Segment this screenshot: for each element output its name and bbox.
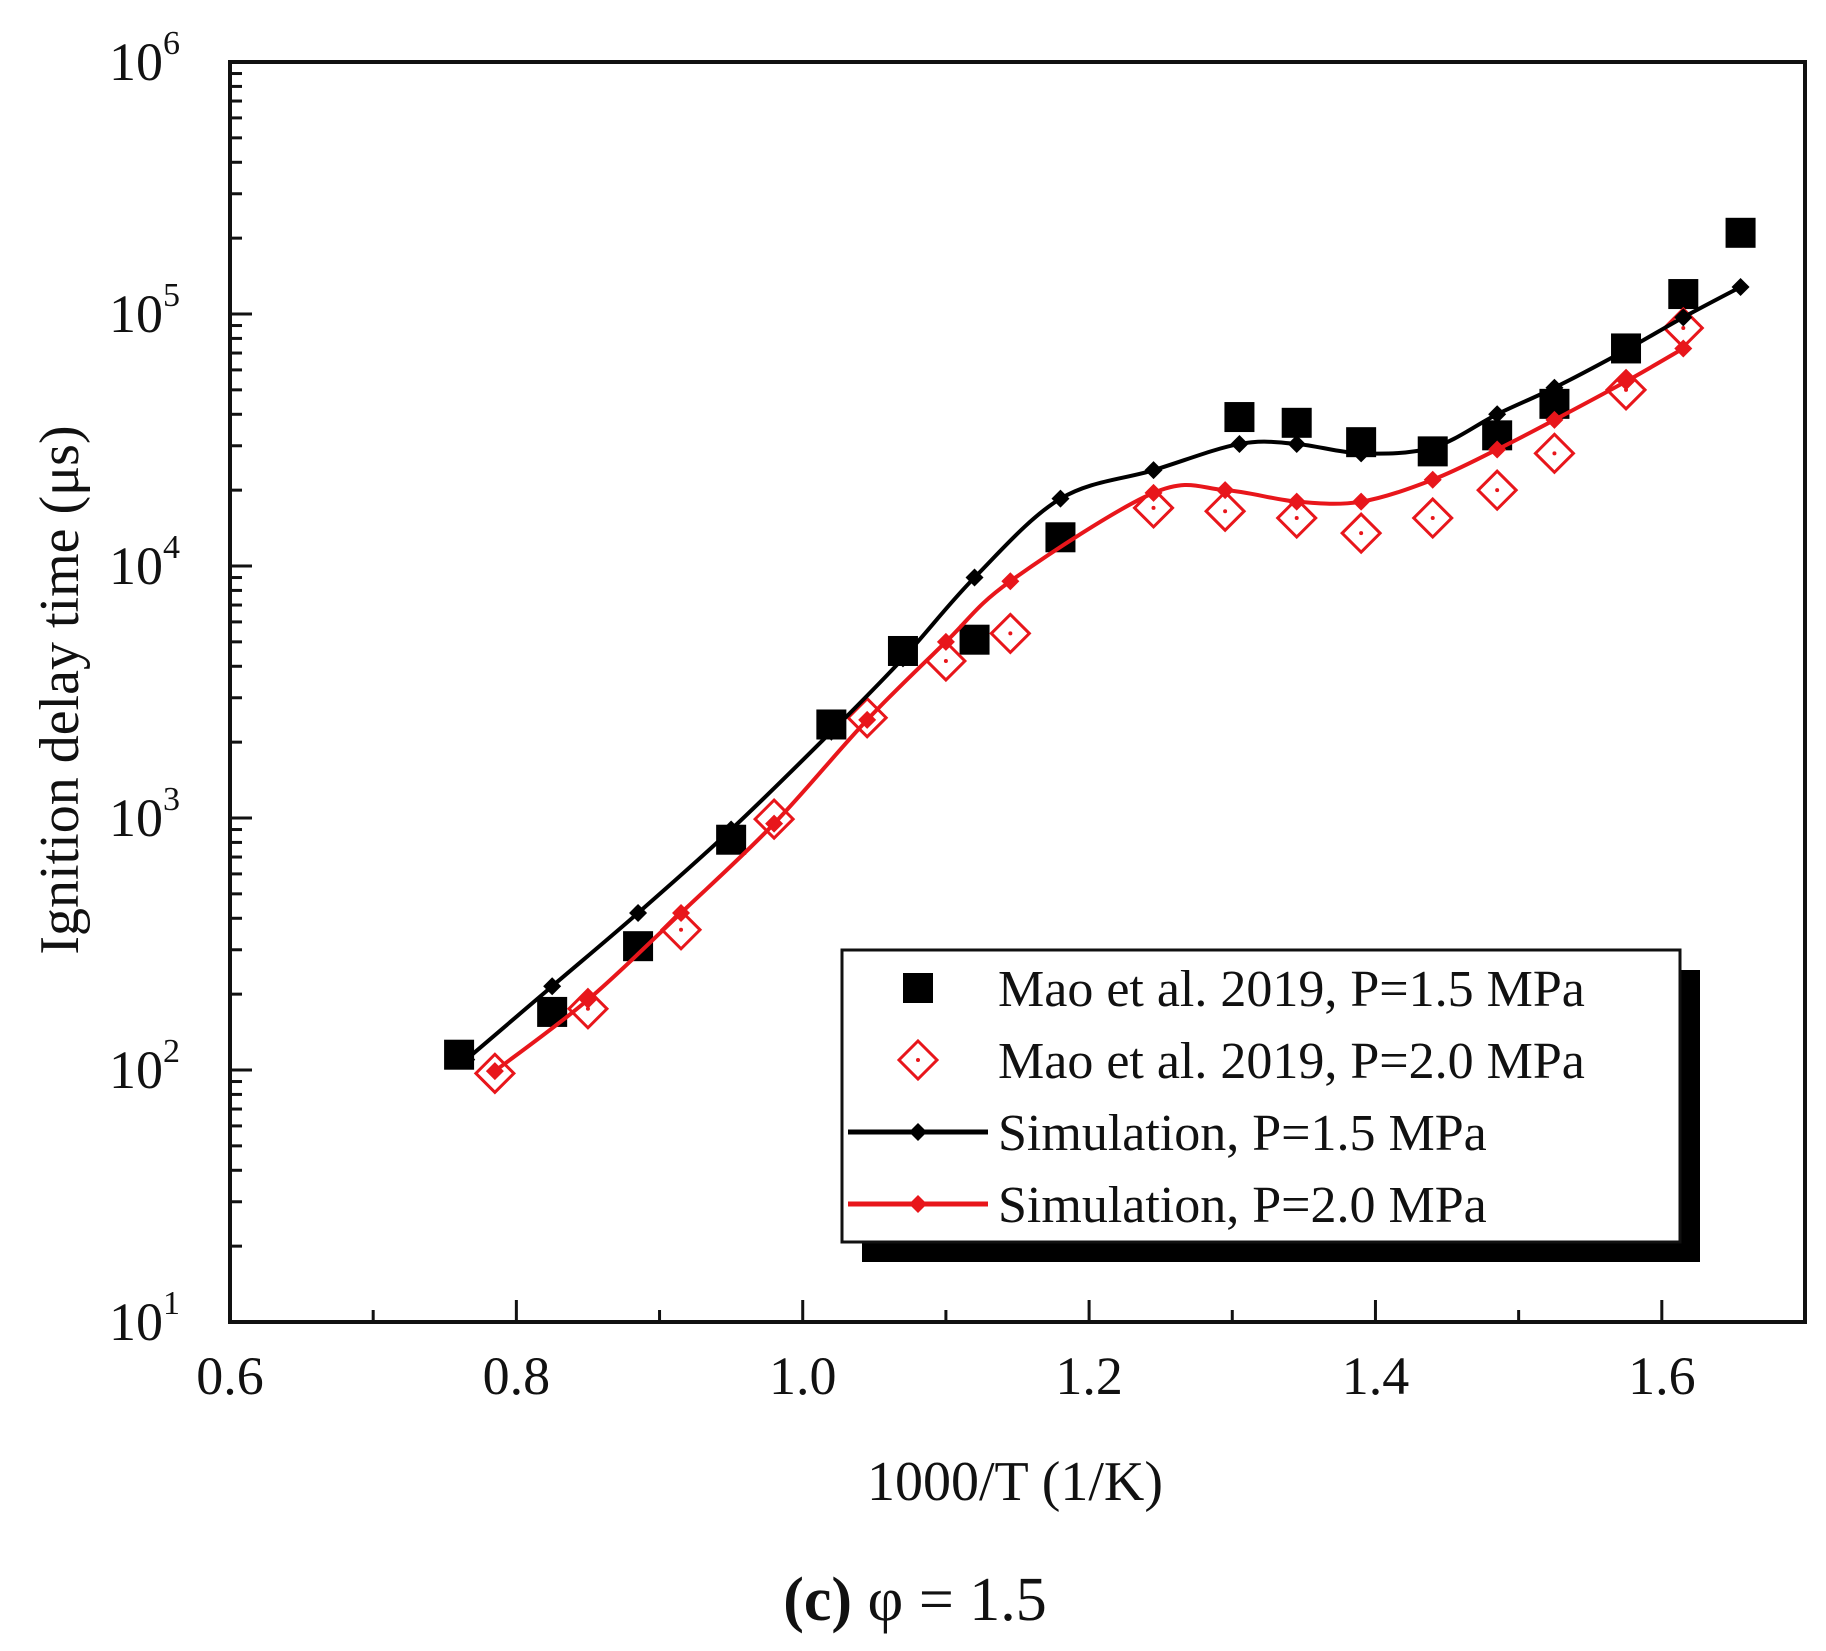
x-tick-label: 0.6 <box>196 1346 264 1406</box>
x-tick-label: 1.2 <box>1055 1346 1123 1406</box>
legend: Mao et al. 2019, P=1.5 MPa Mao et al. 201… <box>840 948 1700 1262</box>
data-point <box>1617 340 1636 359</box>
x-axis-title: 1000/T (1/K) <box>867 1451 1163 1513</box>
figure-caption: (c) φ = 1.5 <box>783 1566 1047 1634</box>
data-point <box>1281 407 1312 438</box>
data-point <box>578 990 597 1009</box>
y-tick-label: 104 <box>109 529 180 596</box>
data-point <box>1340 512 1383 555</box>
y-tick-label: 105 <box>109 277 180 344</box>
legend-marker <box>909 1195 927 1213</box>
data-point <box>1488 405 1507 424</box>
data-point <box>1001 572 1020 591</box>
y-tick-label: 106 <box>109 25 180 92</box>
legend-items: Mao et al. 2019, P=1.5 MPa Mao et al. 201… <box>848 961 1585 1234</box>
legend-item: Simulation, P=2.0 MPa <box>848 1177 1487 1234</box>
legend-label: Simulation, P=1.5 MPa <box>998 1105 1487 1162</box>
data-point <box>765 814 784 833</box>
data-point <box>1051 489 1070 508</box>
legend-label: Simulation, P=2.0 MPa <box>998 1177 1487 1234</box>
data-point <box>1224 402 1255 433</box>
legend-marker <box>909 1123 927 1141</box>
x-tick-label: 1.4 <box>1342 1346 1410 1406</box>
series-3 <box>457 277 1750 1069</box>
y-tick-labels: 101 102 103 104 105 106 <box>109 25 180 1352</box>
series-4 <box>485 339 1693 1081</box>
x-tick-labels: 0.6 0.8 1.0 1.2 1.4 1.6 <box>196 1346 1695 1406</box>
x-tick-label: 1.0 <box>769 1346 837 1406</box>
data-point <box>1731 277 1750 296</box>
data-point <box>1132 486 1175 530</box>
data-point <box>1533 432 1576 475</box>
y-tick-label: 103 <box>109 781 180 848</box>
legend-label: Mao et al. 2019, P=2.0 MPa <box>998 1033 1585 1090</box>
caption-label: (c) <box>783 1566 852 1634</box>
data-point <box>1725 217 1756 248</box>
data-point <box>1352 492 1371 511</box>
legend-marker <box>903 973 933 1003</box>
data-point <box>566 987 610 1030</box>
data-point <box>936 632 955 651</box>
data-point <box>1275 496 1318 540</box>
data-point <box>672 903 691 922</box>
y-axis-title: Ignition delay time (μs) <box>29 425 91 954</box>
series-line <box>493 346 1685 1073</box>
data-point <box>1476 469 1519 512</box>
y-tick-label: 101 <box>109 1285 180 1352</box>
x-tick-label: 0.8 <box>483 1346 551 1406</box>
data-point <box>1230 434 1249 453</box>
data-point <box>1411 496 1454 540</box>
data-point <box>457 1050 476 1069</box>
y-tick-label: 102 <box>109 1033 180 1100</box>
data-point <box>1144 483 1163 502</box>
data-point <box>822 722 841 741</box>
data-point <box>485 1062 504 1081</box>
data-point <box>543 977 562 996</box>
data-point <box>1287 492 1306 511</box>
data-point <box>1216 481 1235 500</box>
data-point <box>1674 339 1693 358</box>
data-point <box>959 624 990 655</box>
data-point <box>1545 410 1564 429</box>
data-point <box>1144 461 1163 480</box>
data-point <box>1352 444 1371 463</box>
series-layer <box>444 217 1756 1095</box>
legend-item: Mao et al. 2019, P=1.5 MPa <box>903 961 1585 1018</box>
data-point <box>629 903 648 922</box>
data-point <box>1668 279 1699 310</box>
data-point <box>1287 434 1306 453</box>
data-point <box>1488 440 1507 459</box>
data-point <box>858 710 877 729</box>
caption-text: φ = 1.5 <box>852 1566 1047 1634</box>
data-point <box>1203 490 1247 533</box>
data-point <box>722 820 741 839</box>
data-point <box>1423 438 1442 457</box>
legend-label: Mao et al. 2019, P=1.5 MPa <box>998 961 1585 1018</box>
legend-marker <box>896 1038 940 1082</box>
data-point <box>989 612 1032 655</box>
legend-item: Simulation, P=1.5 MPa <box>848 1105 1487 1162</box>
legend-item: Mao et al. 2019, P=2.0 MPa <box>896 1033 1585 1090</box>
data-point <box>893 649 912 668</box>
data-point <box>1617 372 1636 391</box>
series-1 <box>444 217 1756 1070</box>
data-point <box>965 568 984 587</box>
x-tick-label: 1.6 <box>1628 1346 1696 1406</box>
data-point <box>1674 308 1693 327</box>
data-point <box>1423 470 1442 489</box>
legend-box <box>840 948 1682 1244</box>
plot-frame <box>228 60 1807 1324</box>
data-point <box>1545 378 1564 397</box>
